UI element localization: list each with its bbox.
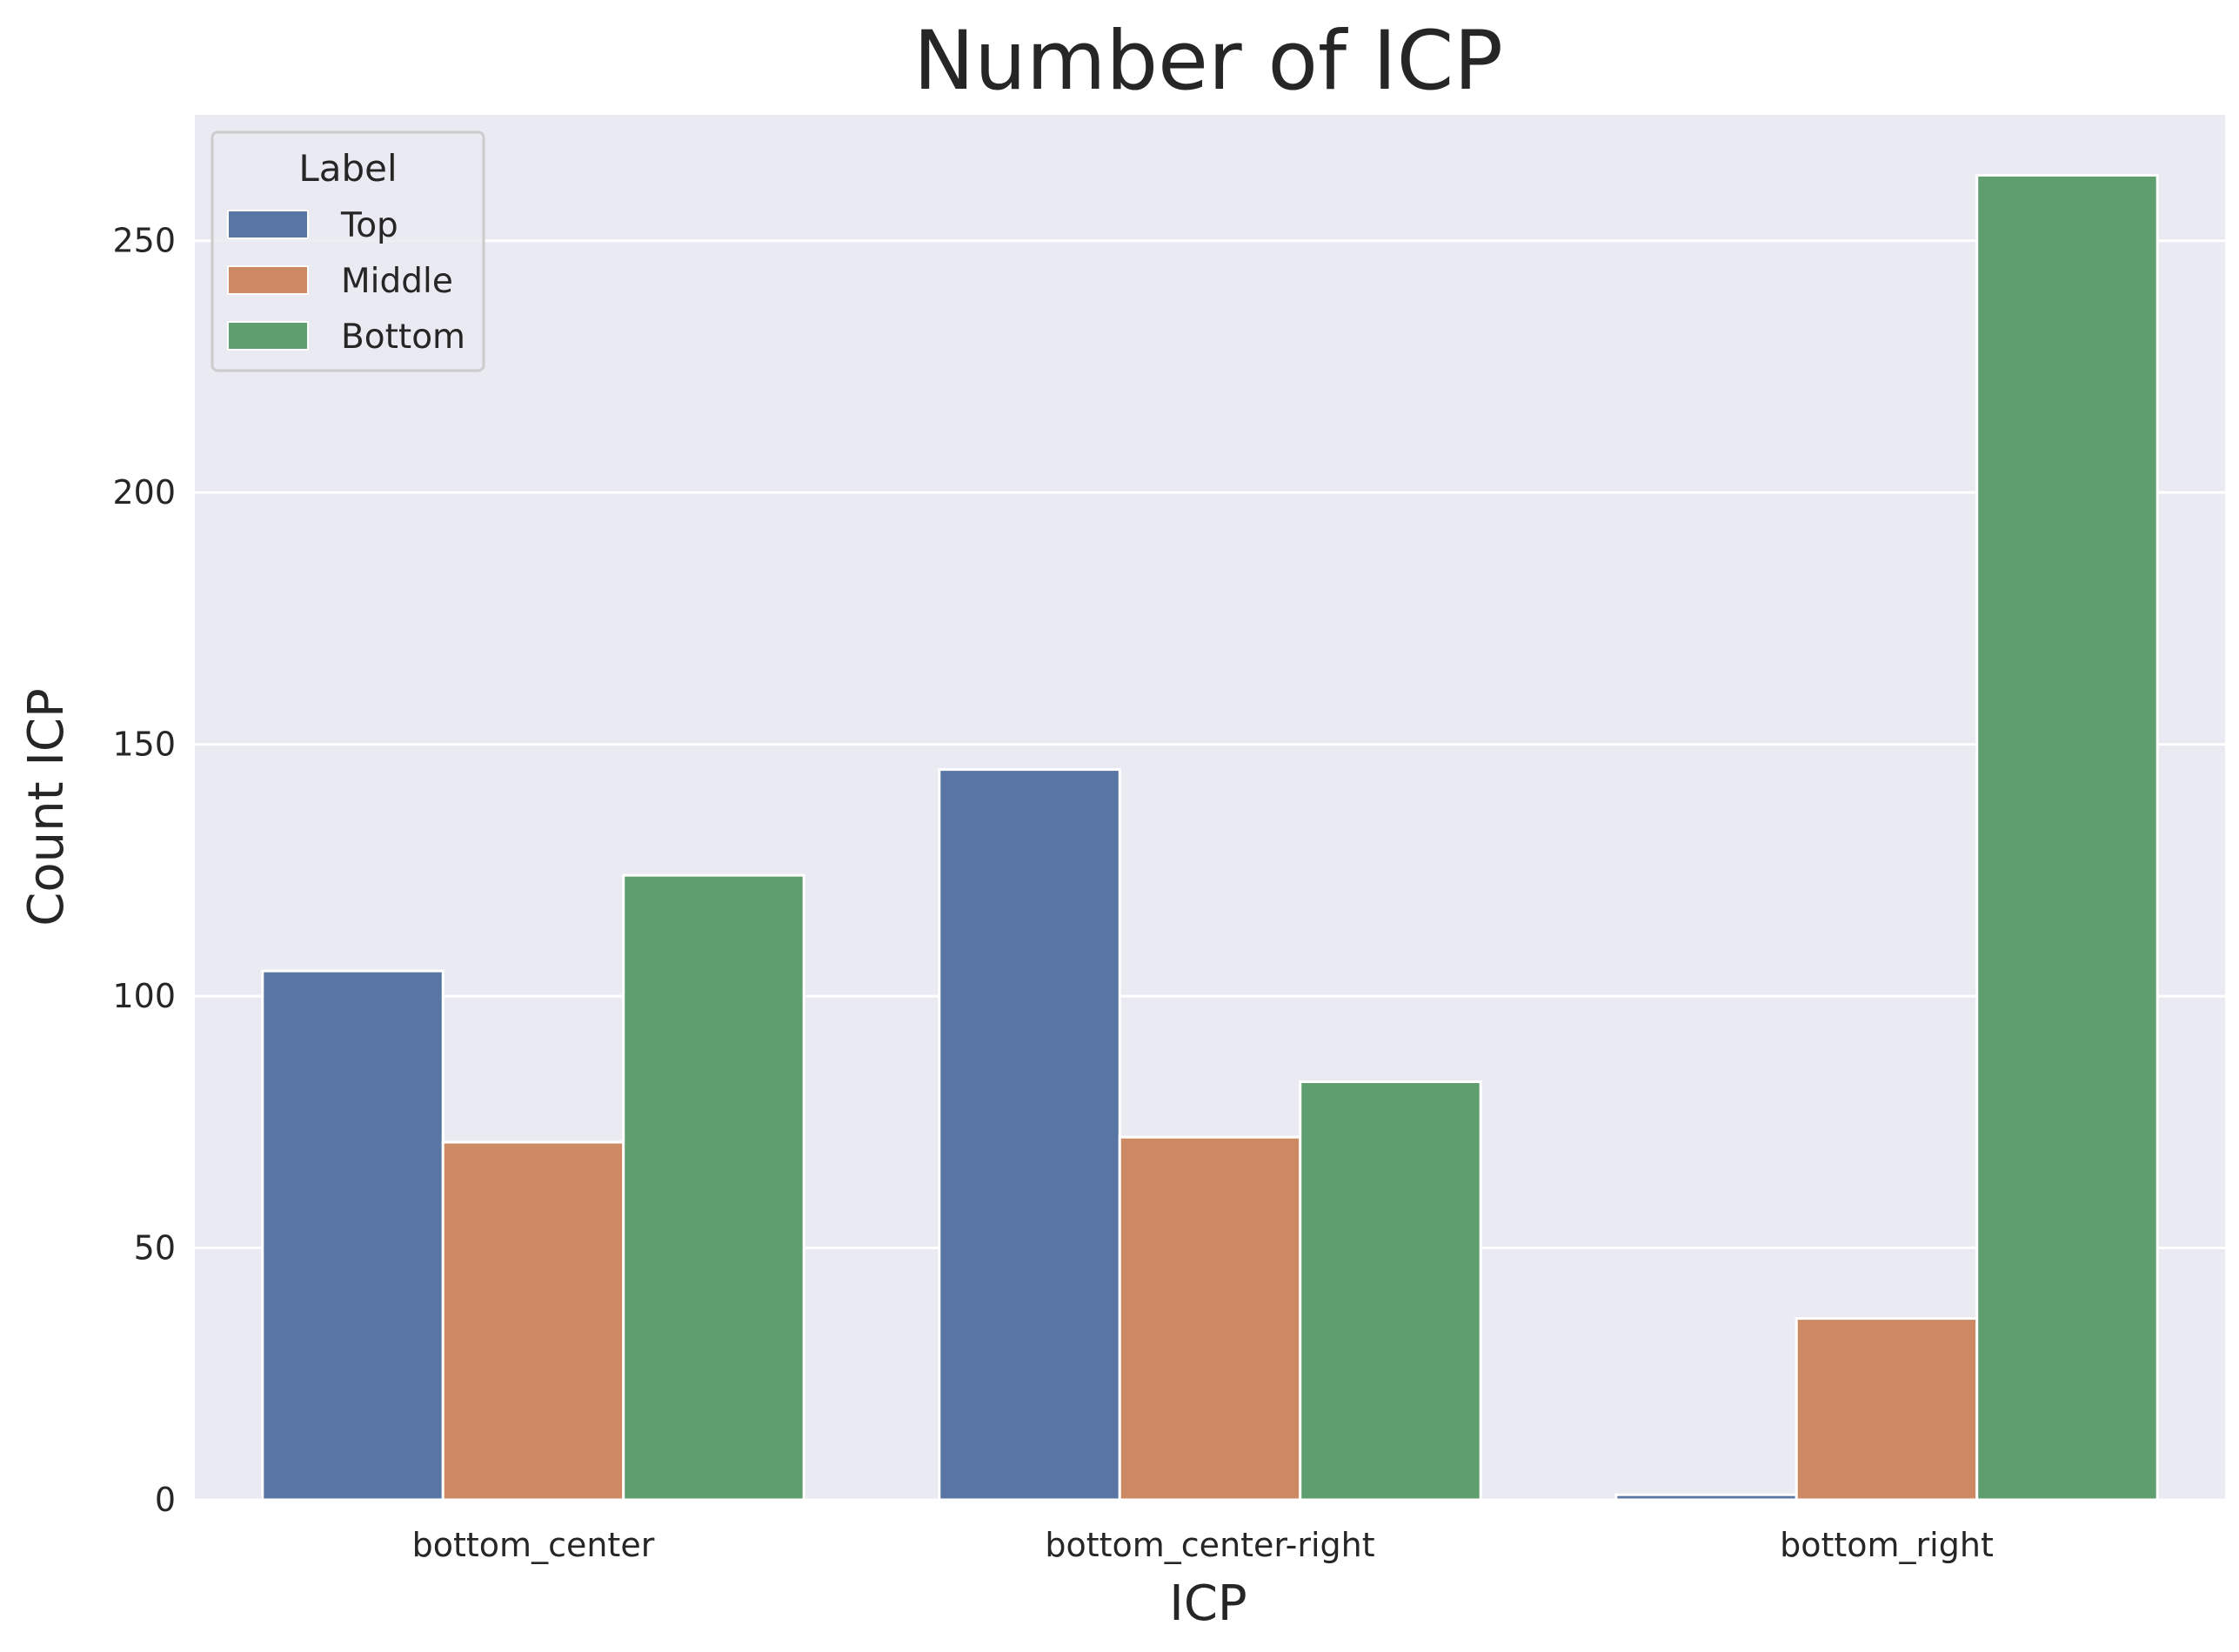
y-tick-label: 100	[112, 977, 176, 1015]
bar-bottom-bottom-right	[1975, 173, 2159, 1502]
x-tick-label: bottom_right	[1780, 1526, 1994, 1564]
legend-label-middle: Middle	[341, 262, 453, 301]
x-axis-ticks: bottom_center bottom_center-right bottom_r…	[412, 1526, 1994, 1564]
y-tick-label: 0	[155, 1481, 176, 1519]
y-tick-label: 250	[112, 222, 176, 260]
chart-title: Number of ICP	[913, 14, 1503, 109]
bar-top-bottom-center	[261, 969, 444, 1502]
bar-top-bottom-center-right	[938, 768, 1121, 1502]
legend-title: Label	[298, 147, 397, 190]
legend-swatch-middle	[227, 265, 309, 295]
y-axis-ticks: 0 50 100 150 200 250	[112, 222, 176, 1519]
x-tick-label: bottom_center-right	[1045, 1526, 1374, 1564]
x-axis-label: ICP	[1169, 1575, 1246, 1632]
bar-middle-bottom-center	[441, 1140, 625, 1502]
bar-middle-bottom-center-right	[1118, 1135, 1302, 1502]
bar-top-bottom-right	[1614, 1493, 1798, 1502]
y-tick-label: 150	[112, 726, 176, 764]
bar-bottom-bottom-center-right	[1299, 1080, 1482, 1502]
bars	[261, 173, 2159, 1502]
legend-items: Top Middle Bottom	[227, 206, 465, 357]
x-tick-label: bottom_center	[412, 1526, 655, 1564]
bar-middle-bottom-right	[1795, 1317, 1979, 1502]
y-axis-label: Count ICP	[18, 688, 75, 926]
legend-label-top: Top	[340, 206, 398, 245]
legend: Label Top Middle Bottom	[211, 130, 485, 372]
legend-swatch-bottom	[227, 321, 309, 351]
y-tick-label: 200	[112, 473, 176, 512]
legend-label-bottom: Bottom	[341, 318, 465, 357]
y-tick-label: 50	[134, 1229, 176, 1267]
legend-box	[211, 130, 485, 372]
bar-bottom-bottom-center	[622, 873, 805, 1502]
legend-swatch-top	[227, 210, 309, 239]
